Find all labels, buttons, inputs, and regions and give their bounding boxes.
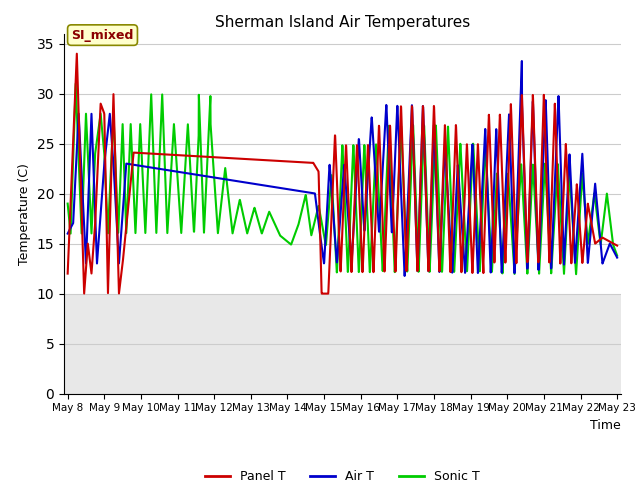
Legend: Panel T, Air T, Sonic T: Panel T, Air T, Sonic T: [200, 465, 485, 480]
Air T: [613, 255, 621, 261]
Air T: [127, 161, 134, 167]
Sonic T: [298, 205, 306, 211]
Air T: [543, 153, 551, 158]
Panel T: [159, 151, 167, 157]
Title: Sherman Island Air Temperatures: Sherman Island Air Temperatures: [215, 15, 470, 30]
Panel T: [318, 291, 326, 297]
Sonic T: [127, 124, 134, 130]
Sonic T: [543, 202, 551, 208]
Text: SI_mixed: SI_mixed: [71, 29, 134, 42]
Panel T: [73, 51, 81, 57]
Bar: [64, 34, 621, 294]
Panel T: [64, 271, 72, 276]
Panel T: [543, 203, 551, 209]
Air T: [64, 231, 72, 237]
Sonic T: [159, 117, 167, 122]
Air T: [518, 58, 525, 64]
Panel T: [603, 237, 611, 243]
Panel T: [275, 158, 282, 164]
Line: Air T: Air T: [68, 61, 617, 276]
Sonic T: [603, 192, 611, 198]
Sonic T: [72, 81, 79, 86]
Sonic T: [613, 253, 621, 259]
Sonic T: [275, 229, 282, 235]
Panel T: [298, 159, 306, 165]
Air T: [401, 273, 408, 279]
Panel T: [613, 243, 621, 249]
Panel T: [127, 181, 134, 187]
Air T: [298, 189, 306, 194]
X-axis label: Time: Time: [590, 419, 621, 432]
Line: Sonic T: Sonic T: [68, 84, 617, 274]
Y-axis label: Temperature (C): Temperature (C): [18, 163, 31, 264]
Sonic T: [572, 271, 580, 277]
Line: Panel T: Panel T: [68, 54, 617, 294]
Air T: [275, 185, 282, 191]
Air T: [159, 167, 167, 172]
Sonic T: [64, 201, 72, 206]
Air T: [603, 249, 611, 255]
